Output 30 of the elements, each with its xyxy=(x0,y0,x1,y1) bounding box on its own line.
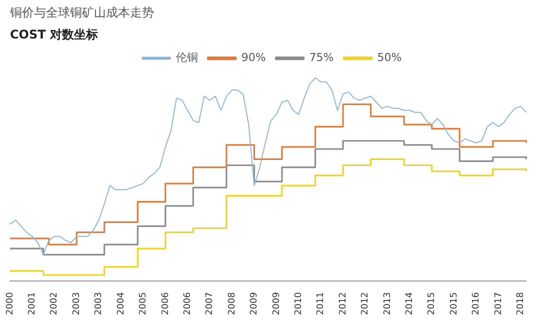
x-tick-label: 2011 xyxy=(316,292,326,315)
x-tick-label: 2004 xyxy=(116,292,126,315)
x-tick-label: 2017 xyxy=(494,292,504,315)
x-tick-label: 2002 xyxy=(50,292,60,315)
x-tick-label: 2000 xyxy=(5,292,16,315)
x-tick-label: 2012 xyxy=(338,292,348,315)
x-tick-label: 2012 xyxy=(360,292,371,315)
x-tick-label: 2013 xyxy=(382,292,393,315)
legend-label: 75% xyxy=(309,51,334,64)
x-tick-label: 2009 xyxy=(250,292,260,315)
x-tick-label: 2016 xyxy=(472,292,482,315)
chart-title: 铜价与全球铜矿山成本走势 xyxy=(9,5,154,20)
x-tick-label: 2014 xyxy=(404,292,415,315)
x-tick-label: 2006 xyxy=(160,292,171,315)
x-tick-label: 2008 xyxy=(227,292,238,315)
x-tick-label: 2005 xyxy=(138,292,149,315)
x-tick-label: 2015 xyxy=(427,292,438,315)
x-tick-label: 2015 xyxy=(449,292,460,315)
legend-label: 50% xyxy=(377,51,402,64)
legend-label: 90% xyxy=(241,51,266,64)
x-tick-label: 2007 xyxy=(205,292,216,315)
x-tick-label: 2018 xyxy=(516,292,526,315)
x-tick-label: 2003 xyxy=(72,292,82,315)
x-tick-label: 2006 xyxy=(182,292,193,315)
x-tick-label: 2003 xyxy=(94,292,104,315)
x-tick-label: 2009 xyxy=(272,292,282,315)
legend-label: 伦铜 xyxy=(176,51,198,64)
x-tick-label: 2001 xyxy=(28,292,38,315)
chart-subtitle: COST 对数坐标 xyxy=(10,28,98,42)
x-tick-label: 2010 xyxy=(294,292,304,315)
